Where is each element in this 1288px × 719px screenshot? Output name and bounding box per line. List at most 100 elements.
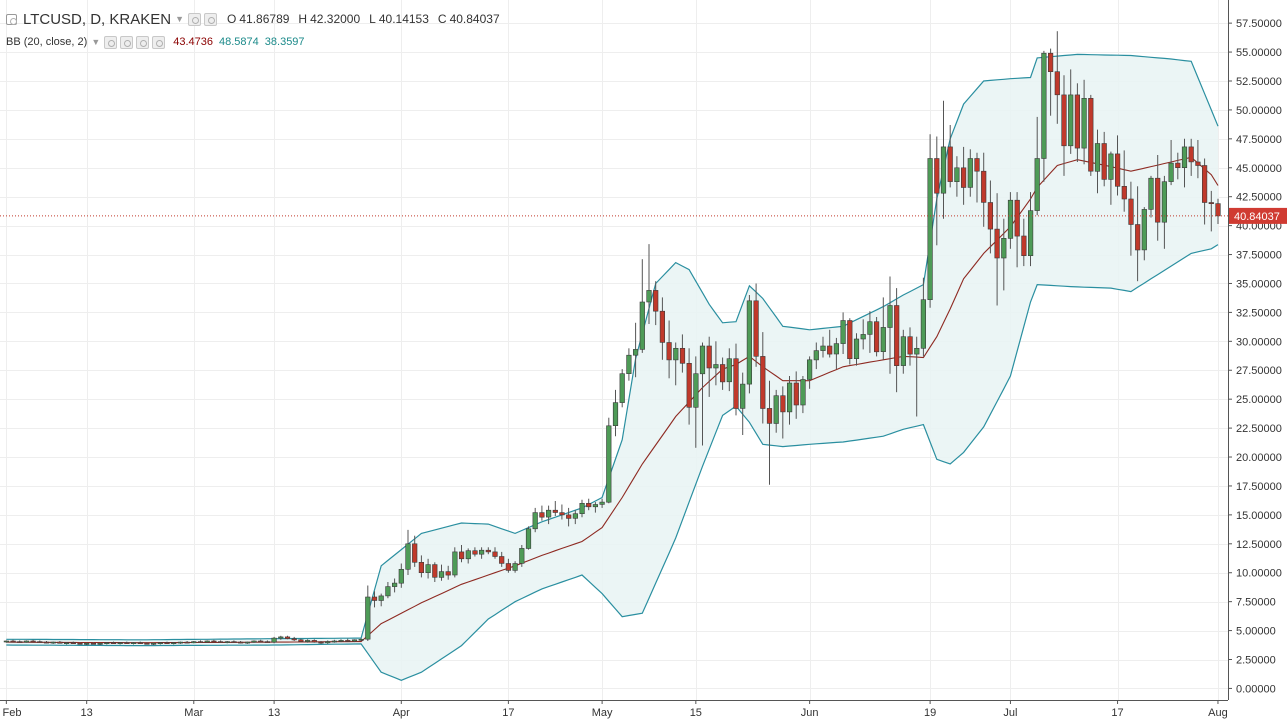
candle-body-down (894, 305, 900, 367)
y-tick-label: 25.00000 (1236, 394, 1282, 406)
candle (525, 526, 532, 550)
candle-body-up (626, 354, 632, 375)
candle-body-up (224, 641, 230, 643)
y-tick-label: 50.00000 (1236, 105, 1282, 117)
settings-icon[interactable] (204, 12, 218, 26)
candle (371, 591, 378, 608)
candle (177, 641, 184, 644)
candle (84, 642, 90, 645)
candle (1195, 140, 1201, 179)
candle-body-down (766, 408, 773, 424)
candle-body-up (398, 568, 404, 584)
candle (70, 641, 76, 645)
candle (218, 640, 224, 643)
candle-body-down (780, 395, 786, 413)
candle-body-up (726, 358, 732, 383)
candle (967, 149, 973, 197)
y-tick-label: 5.00000 (1236, 626, 1276, 638)
candle-body-up (378, 595, 384, 601)
candle-body-down (485, 549, 491, 553)
candle-body-down (291, 638, 297, 641)
candle-body-down (124, 642, 130, 645)
candle (760, 332, 766, 424)
candle-body-down (827, 345, 833, 355)
candle (1155, 155, 1161, 241)
candle-body-up (171, 642, 177, 645)
hide-series-button[interactable] (6, 13, 17, 25)
candle (539, 505, 545, 521)
candle-body-up (940, 146, 947, 194)
candle (425, 558, 431, 579)
candle-body-down (760, 356, 766, 409)
candle (104, 642, 110, 645)
candle (612, 389, 619, 437)
candle (1054, 31, 1060, 124)
bollinger-bands (6, 53, 1219, 681)
y-tick-label: 27.50000 (1236, 365, 1282, 377)
candle (552, 501, 558, 516)
candle (840, 312, 846, 354)
x-tick-label: Jul (1003, 707, 1017, 719)
y-tick-label: 57.50000 (1236, 18, 1282, 30)
low-value: 40.14153 (378, 12, 429, 26)
settings-icon[interactable] (120, 35, 134, 49)
candle (994, 193, 1000, 306)
candle-body-up (927, 158, 933, 300)
candle-body-up (1108, 153, 1114, 180)
x-tick-label: 15 (690, 707, 702, 719)
eye-icon[interactable] (104, 35, 118, 49)
candle (719, 357, 726, 390)
candle-body-up (579, 502, 585, 514)
candle-body-up (880, 327, 886, 352)
close-icon[interactable] (152, 35, 166, 49)
candle-body-down (472, 550, 478, 555)
candle-body-up (606, 425, 612, 503)
candle-body-down (318, 641, 324, 644)
candle (880, 297, 886, 360)
candle (686, 348, 692, 425)
candle (258, 639, 264, 643)
chevron-down-icon[interactable]: ▼ (175, 14, 185, 24)
candle (679, 334, 686, 373)
candle (244, 641, 251, 644)
x-tick-label: 13 (268, 707, 280, 719)
y-tick-label: 22.50000 (1236, 423, 1282, 435)
candle (458, 545, 465, 563)
candle (1128, 181, 1134, 256)
candle-body-down (586, 502, 592, 508)
candle (1108, 151, 1114, 205)
candle (960, 146, 967, 205)
time-axis[interactable]: Feb 13 Mar 13 Apr 17 May 15 Jun 19 Jul 17 Aug (3, 700, 1228, 719)
candle (1168, 140, 1174, 186)
eye-icon[interactable] (188, 12, 202, 26)
candle-body-up (813, 350, 819, 361)
candle-body-down (458, 551, 465, 560)
y-tick-label: 15.00000 (1236, 510, 1282, 522)
candle (37, 640, 43, 643)
candle-body-down (1128, 198, 1134, 225)
candle (171, 642, 177, 645)
candle-body-down (934, 158, 940, 194)
candle-body-down (733, 358, 739, 409)
candle-body-up (465, 550, 471, 560)
candle-body-up (23, 640, 30, 643)
candle-body-down (70, 642, 76, 645)
more-icon[interactable] (136, 35, 150, 49)
candle-body-down (418, 561, 425, 573)
candle (927, 134, 933, 308)
candle (1101, 131, 1107, 187)
candle (619, 369, 625, 408)
candle (1028, 192, 1034, 267)
chevron-down-icon[interactable]: ▼ (91, 37, 101, 47)
candle-body-down (499, 556, 505, 564)
candle (746, 295, 752, 394)
candle-body-up (1141, 209, 1147, 251)
candle-body-down (144, 642, 150, 645)
candle-body-up (800, 379, 806, 406)
candle (30, 639, 36, 643)
candle (867, 311, 873, 353)
candle (164, 641, 170, 645)
indicator-title[interactable]: BB (20, close, 2) (6, 36, 88, 48)
symbol-title[interactable]: LTCUSD, D, KRAKEN (23, 10, 172, 28)
